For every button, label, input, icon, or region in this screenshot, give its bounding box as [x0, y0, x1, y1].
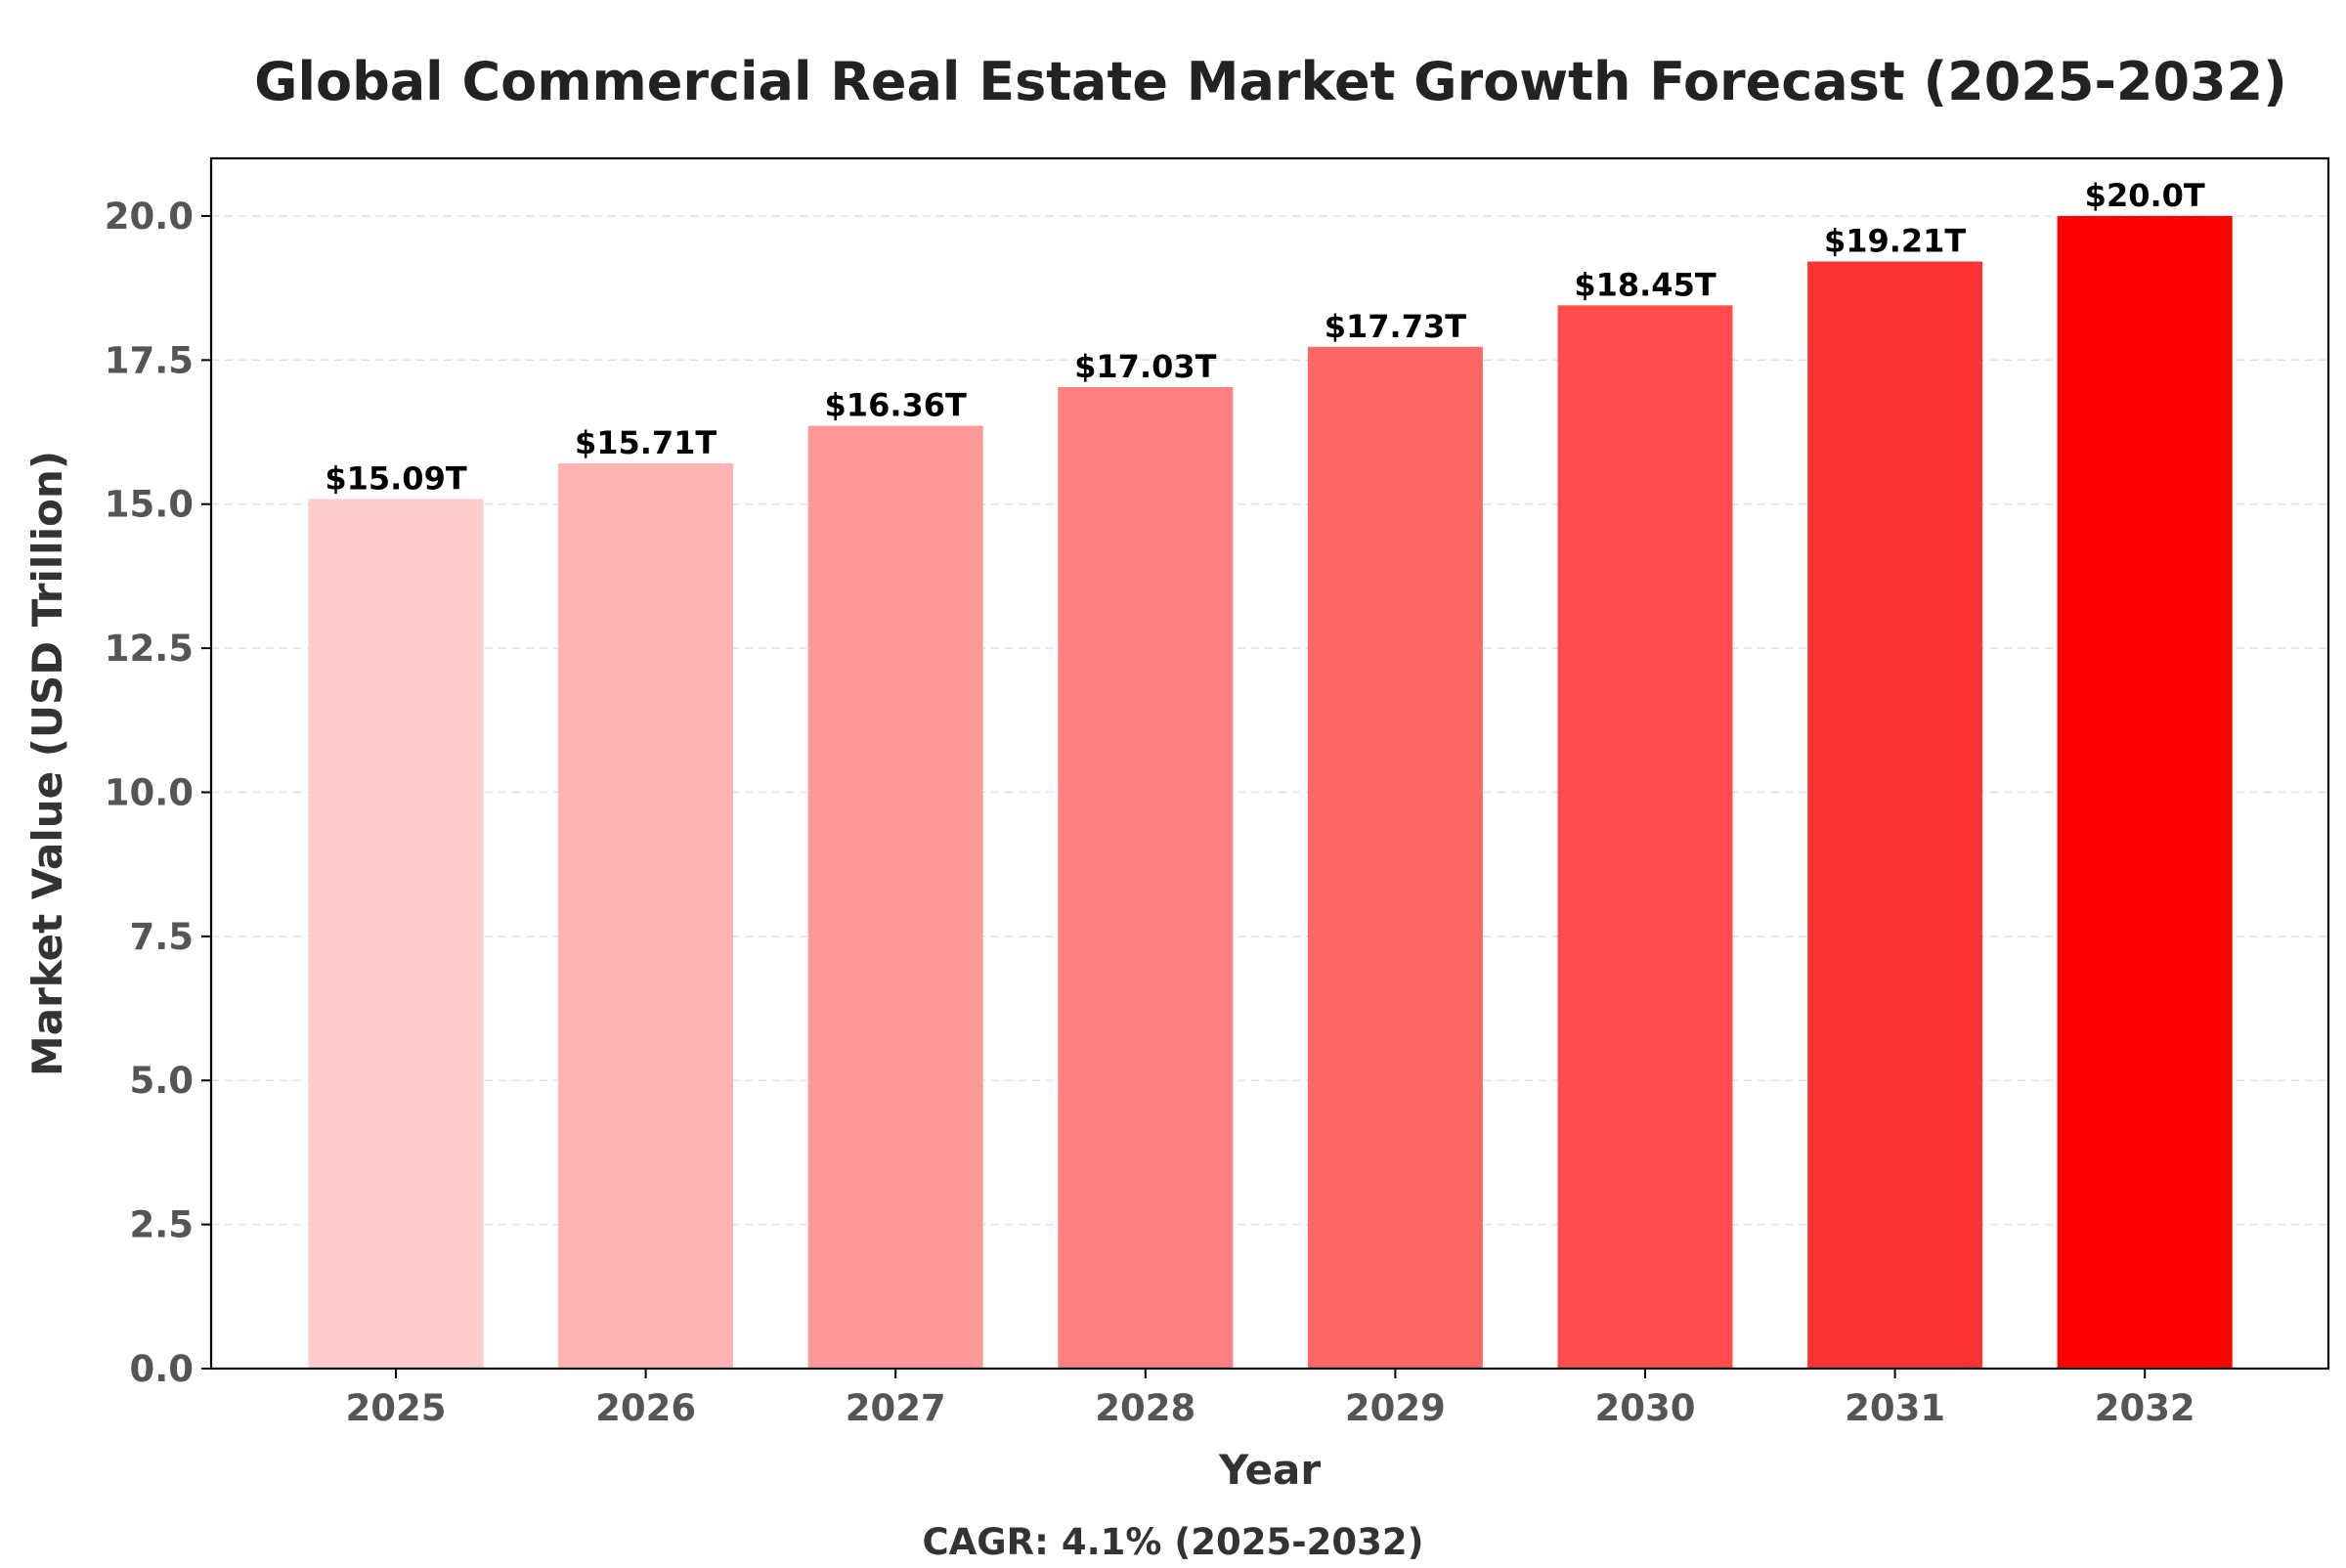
bar-2029 [1307, 346, 1483, 1369]
y-tick-label: 2.5 [129, 1204, 194, 1246]
plot-frame [209, 156, 2330, 1371]
x-tick-label: 2029 [1345, 1387, 1446, 1429]
x-tick-label: 2028 [1095, 1387, 1195, 1429]
y-tick-label: 10.0 [105, 771, 194, 813]
x-tick-label: 2026 [595, 1387, 696, 1429]
y-axis-ticks: 0.0 2.5 5.0 7.5 10.0 12.5 15.0 17.5 20.0 [105, 196, 211, 1390]
y-tick-label: 0.0 [129, 1348, 194, 1390]
x-axis-ticks: 2025 2026 2027 2028 2029 2030 2031 2032 [346, 1369, 2195, 1429]
bar-value-label: $17.03T [1074, 348, 1216, 385]
bar-2032 [2057, 215, 2233, 1369]
y-tick-label: 7.5 [129, 916, 194, 958]
x-tick-label: 2027 [846, 1387, 946, 1429]
grid-lines [211, 215, 2328, 1226]
x-tick-label: 2032 [2095, 1387, 2195, 1429]
y-axis-label: Market Value (USD Trillion) [23, 451, 71, 1076]
x-tick-label: 2025 [346, 1387, 447, 1429]
bar-value-label: $19.21T [1824, 223, 1966, 260]
bar-2026 [558, 462, 734, 1369]
y-tick-label: 5.0 [129, 1060, 194, 1102]
bar-2025 [308, 499, 484, 1369]
y-tick-label: 17.5 [105, 339, 194, 381]
bars [308, 215, 2233, 1369]
y-tick-label: 20.0 [105, 196, 194, 238]
bar-value-label: $15.09T [325, 459, 466, 497]
bar-2028 [1058, 387, 1234, 1369]
bar-value-label: $20.0T [2085, 177, 2205, 214]
bar-value-labels: $15.09T $15.71T $16.36T $17.03T $17.73T $18.4… [325, 177, 2205, 497]
chart-title: Global Commercial Real Estate Market Gro… [254, 51, 2287, 112]
x-axis-label: Year [1218, 1446, 1321, 1494]
x-tick-label: 2030 [1595, 1387, 1696, 1429]
cagr-footnote: CAGR: 4.1% (2025-2032) [923, 1521, 1424, 1563]
y-tick-label: 15.0 [105, 484, 194, 526]
bar-2030 [1557, 305, 1733, 1369]
bar-value-label: $18.45T [1574, 266, 1716, 303]
x-tick-label: 2031 [1845, 1387, 1945, 1429]
bar-2027 [807, 425, 983, 1369]
y-tick-label: 12.5 [105, 628, 194, 670]
bar-2031 [1807, 261, 1983, 1369]
bar-value-label: $16.36T [825, 387, 967, 424]
bar-value-label: $17.73T [1325, 308, 1466, 345]
bar-value-label: $15.71T [575, 424, 717, 461]
